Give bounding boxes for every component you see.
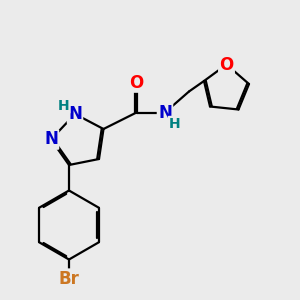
Text: H: H: [58, 99, 69, 112]
Text: N: N: [44, 130, 58, 148]
Text: N: N: [68, 105, 82, 123]
Text: O: O: [219, 56, 234, 74]
Text: N: N: [158, 103, 172, 122]
Text: O: O: [129, 74, 144, 92]
Text: H: H: [169, 117, 180, 131]
Text: Br: Br: [58, 270, 80, 288]
